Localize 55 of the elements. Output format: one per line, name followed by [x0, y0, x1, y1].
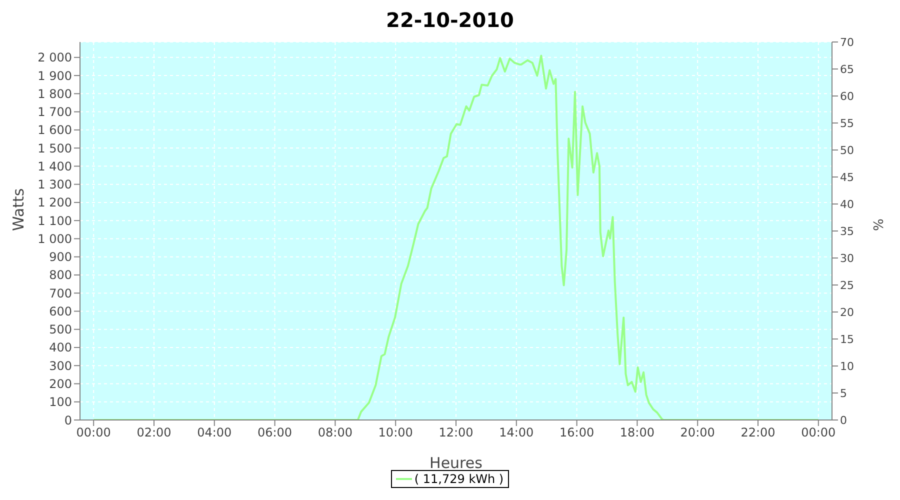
y-tick-label: 1 000: [38, 232, 72, 246]
y-tick-label: 1 400: [38, 159, 72, 174]
x-tick-label: 00:00: [76, 426, 111, 440]
y-tick-label: 1 800: [38, 86, 72, 101]
x-tick-label: 20:00: [680, 426, 715, 440]
x-tick-label: 14:00: [499, 426, 534, 440]
y-tick-label: 1 200: [38, 196, 72, 210]
y-tick-label: 0: [64, 413, 72, 428]
y2-axis-title: %: [869, 218, 884, 231]
y-tick-label: 2 000: [38, 50, 72, 65]
y2-tick-label: 0: [840, 414, 847, 427]
y-axis-title: Watts: [9, 188, 28, 231]
x-tick-label: 08:00: [318, 426, 352, 440]
line-series: [92, 54, 820, 420]
x-tick-label: 04:00: [197, 426, 232, 440]
y2-tick-label: 45: [840, 170, 854, 184]
y-tick-label: 700: [49, 286, 72, 300]
x-tick-label: 16:00: [560, 426, 594, 440]
y2-tick-label: 65: [840, 62, 854, 76]
x-tick-label: 06:00: [258, 426, 292, 440]
y2-tick-label: 35: [840, 224, 854, 238]
y2-tick-label: 15: [840, 332, 854, 346]
x-tick-label: 22:00: [740, 426, 776, 440]
x-tick-label: 12:00: [438, 426, 474, 440]
x-tick-label: 02:00: [136, 426, 172, 440]
y2-tick-label: 70: [840, 36, 854, 49]
y-tick-label: 1 300: [38, 178, 72, 192]
y2-tick-label: 55: [840, 116, 854, 130]
y-tick-label: 1 600: [38, 123, 72, 138]
y2-tick-label: 25: [840, 278, 854, 292]
y2-tick-label: 40: [840, 198, 854, 211]
chart-title: 22-10-2010: [385, 8, 515, 34]
y-tick-label: 100: [49, 395, 72, 410]
y2-tick-label: 50: [840, 144, 854, 157]
y-tick-label: 900: [49, 250, 72, 264]
y-tick-label: 400: [49, 340, 72, 355]
y2-tick-label: 10: [840, 360, 854, 373]
x-tick-label: 00:00: [801, 426, 836, 440]
y2-tick-label: 5: [840, 386, 847, 400]
legend-label: ( 11,729 kWh ): [413, 472, 504, 486]
y2-tick-label: 20: [840, 306, 854, 319]
y-tick-label: 300: [49, 358, 72, 373]
x-tick-label: 18:00: [620, 426, 654, 440]
y2-tick-label: 30: [840, 252, 854, 265]
y-tick-label: 500: [49, 322, 72, 337]
x-tick-label: 10:00: [378, 426, 413, 440]
y-tick-label: 1 900: [38, 68, 72, 83]
x-axis-title: Heures: [430, 454, 483, 472]
y-tick-label: 200: [49, 377, 72, 391]
y-tick-label: 1 500: [38, 141, 72, 156]
y2-tick-label: 60: [840, 90, 854, 103]
y-tick-label: 1 100: [38, 214, 72, 228]
y-tick-label: 1 700: [38, 105, 72, 120]
y-tick-label: 800: [49, 268, 72, 282]
y-tick-label: 600: [49, 304, 72, 318]
